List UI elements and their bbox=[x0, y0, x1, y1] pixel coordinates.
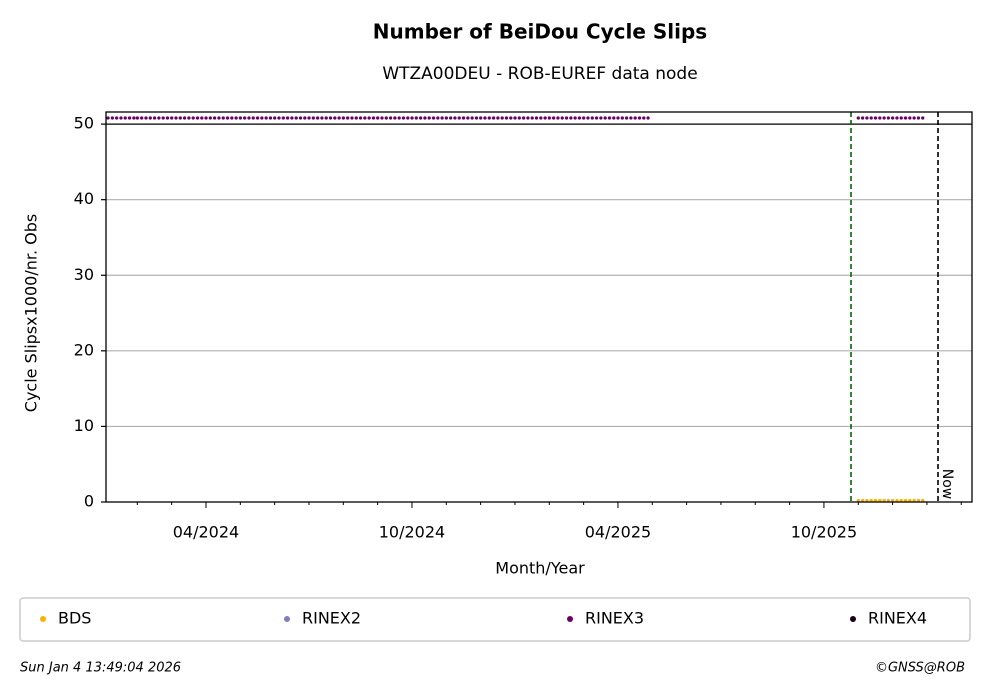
y-axis-label: Cycle Slipsx1000/nr. Obs bbox=[22, 214, 41, 412]
footer-date: Sun Jan 4 13:49:04 2026 bbox=[20, 661, 181, 676]
marker-label: Now bbox=[939, 469, 955, 500]
y-tick-label: 20 bbox=[74, 340, 94, 359]
chart-subtitle: WTZA00DEU - ROB-EUREF data node bbox=[382, 64, 697, 84]
legend-label: RINEX4 bbox=[868, 609, 927, 628]
x-tick-label: 10/2024 bbox=[379, 523, 445, 542]
legend-marker bbox=[40, 616, 46, 622]
x-axis-label: Month/Year bbox=[495, 559, 585, 578]
legend-box bbox=[19, 597, 971, 642]
y-tick-label: 50 bbox=[74, 114, 94, 133]
y-tick-label: 40 bbox=[74, 189, 94, 208]
y-tick-label: 30 bbox=[74, 265, 94, 284]
x-tick-label: 10/2025 bbox=[791, 523, 857, 542]
y-tick-label: 0 bbox=[84, 492, 94, 511]
x-tick-label: 04/2024 bbox=[173, 523, 239, 542]
legend-marker bbox=[284, 616, 290, 622]
legend-label: RINEX3 bbox=[585, 609, 644, 628]
legend-label: BDS bbox=[58, 609, 91, 628]
legend-marker bbox=[567, 616, 573, 622]
legend-marker bbox=[850, 616, 856, 622]
plot-frame bbox=[105, 111, 973, 503]
chart-title: Number of BeiDou Cycle Slips bbox=[373, 20, 707, 44]
y-tick-label: 10 bbox=[74, 416, 94, 435]
legend-label: RINEX2 bbox=[302, 609, 361, 628]
x-tick-label: 04/2025 bbox=[585, 523, 651, 542]
footer-credit: ©GNSS@ROB bbox=[875, 661, 965, 676]
